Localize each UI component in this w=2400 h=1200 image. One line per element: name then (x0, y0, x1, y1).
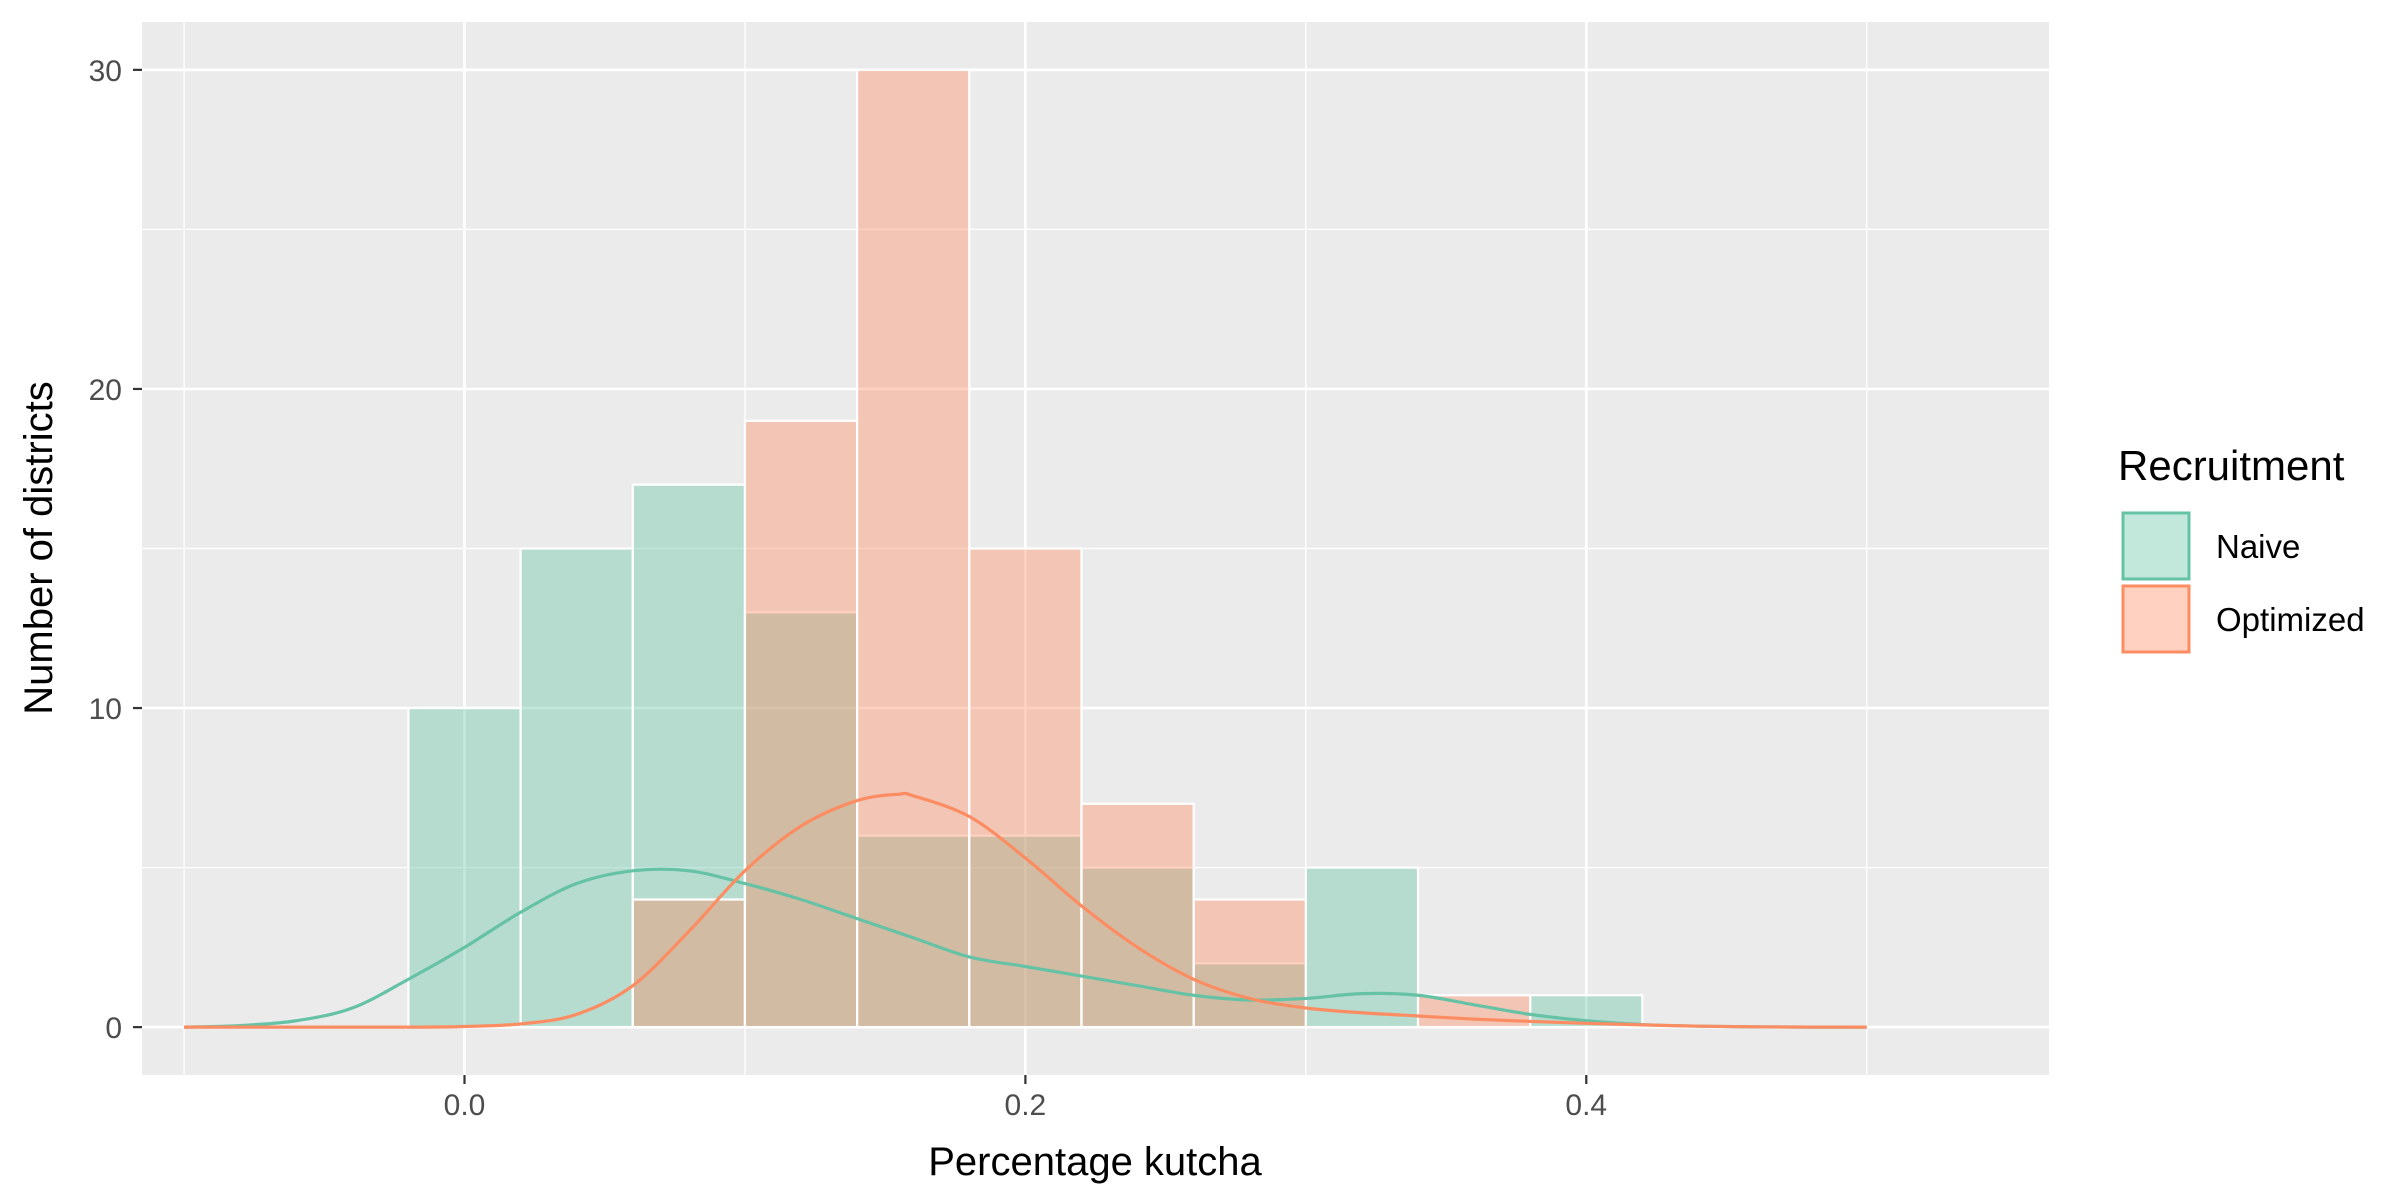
optimized-bar (743, 419, 859, 1029)
x-tick-label: 0.2 (1005, 1089, 1047, 1122)
density-curves (184, 791, 1867, 1029)
naive-bars (407, 483, 1644, 1029)
x-tick-label: 0.4 (1565, 1089, 1607, 1122)
naive-bar (1304, 866, 1420, 1029)
legend-key-optimized (2121, 584, 2191, 654)
legend-label-naive: Naive (2216, 528, 2300, 565)
y-tick-label: 0 (105, 1012, 122, 1045)
optimized-bar (968, 547, 1083, 1029)
naive-bar (968, 834, 1083, 1029)
naive-density-line (184, 867, 1867, 1029)
y-tick-label: 20 (89, 374, 122, 407)
optimized-bar (1192, 898, 1307, 1029)
optimized-bar (631, 898, 747, 1029)
naive-bar (407, 706, 522, 1029)
y-axis-title: Number of districts (17, 381, 61, 714)
x-tick-label: 0.0 (444, 1089, 486, 1122)
x-axis-title: Percentage kutcha (928, 1140, 1262, 1184)
optimized-bar (856, 68, 971, 1029)
optimized-density-line (184, 791, 1867, 1029)
legend: Recruitment Naive Optimized (2118, 442, 2365, 654)
naive-bar (519, 547, 634, 1029)
legend-label-optimized: Optimized (2216, 601, 2365, 638)
optimized-bar (1080, 802, 1195, 1029)
legend-key-naive (2121, 511, 2191, 581)
legend-title: Recruitment (2118, 442, 2345, 489)
x-axis: 0.0 0.2 0.4 (444, 1075, 1607, 1122)
optimized-bars (631, 68, 1532, 1029)
y-tick-label: 10 (89, 693, 122, 726)
y-axis: 0 10 20 30 (89, 55, 142, 1045)
naive-bar (631, 483, 747, 1029)
y-tick-label: 30 (89, 55, 122, 88)
